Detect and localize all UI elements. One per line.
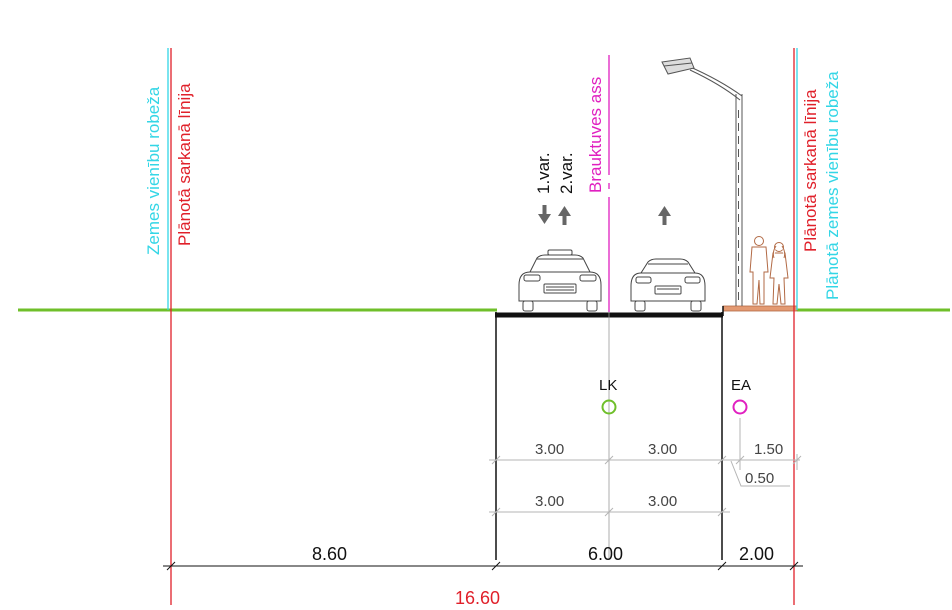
dimension-row-variant-1 xyxy=(489,418,802,470)
dimension-label: 3.00 xyxy=(535,493,564,510)
dimension-label: 8.60 xyxy=(312,544,347,564)
axis-label: Brauktuves ass xyxy=(586,77,605,193)
ea-utility-ring xyxy=(732,399,748,415)
left-boundary-lines xyxy=(167,48,172,605)
variant-2-label: 2.var. xyxy=(557,152,576,194)
street-lamp-icon xyxy=(661,57,743,306)
pedestrians-icon xyxy=(749,236,789,305)
dimension-row-variant-2 xyxy=(489,507,730,517)
sidewalk xyxy=(722,305,798,316)
left-red-line-label: Plānotā sarkanā līnija xyxy=(175,83,194,246)
dimension-label: 0.50 xyxy=(745,470,774,487)
arrow-up-icon xyxy=(558,206,571,225)
lk-label: LK xyxy=(599,377,617,394)
dimension-label: 3.00 xyxy=(648,493,677,510)
right-boundary-label: Plānotā zemes vienību robeža xyxy=(823,71,842,300)
right-red-line-label: Plānotā sarkanā līnija xyxy=(801,89,820,252)
car-icon xyxy=(630,258,706,312)
arrow-up-icon xyxy=(658,206,671,225)
car-icon xyxy=(518,249,602,312)
ea-label: EA xyxy=(731,377,751,394)
arrow-down-icon xyxy=(538,205,551,224)
dimension-label: 1.50 xyxy=(754,441,783,458)
right-boundary-lines xyxy=(793,48,798,605)
dimension-row-main xyxy=(163,561,803,571)
dimension-label: 2.00 xyxy=(739,544,774,564)
left-boundary-label: Zemes vienību robeža xyxy=(144,86,163,255)
dimension-label: 3.00 xyxy=(648,441,677,458)
dimension-label: 3.00 xyxy=(535,441,564,458)
lk-utility-ring xyxy=(601,399,617,415)
dimension-label: 6.00 xyxy=(588,544,623,564)
total-dimension-label: 16.60 xyxy=(455,588,500,608)
variant-1-label: 1.var. xyxy=(534,152,553,194)
offset-leader xyxy=(730,460,790,487)
